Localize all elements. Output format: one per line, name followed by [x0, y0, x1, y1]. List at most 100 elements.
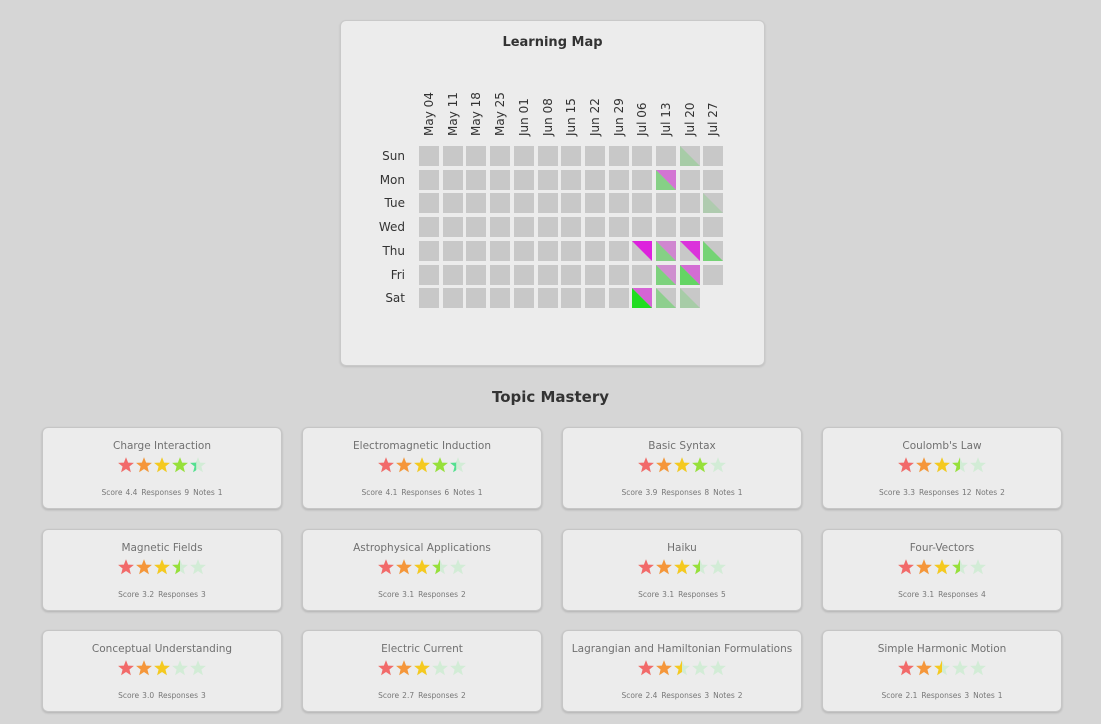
activity-cell[interactable] — [442, 193, 463, 214]
activity-cell[interactable] — [561, 169, 582, 190]
activity-cell[interactable] — [419, 193, 439, 214]
activity-cell[interactable] — [419, 240, 439, 261]
activity-cell[interactable] — [608, 240, 629, 261]
activity-cell[interactable] — [561, 217, 582, 238]
activity-cell[interactable] — [466, 169, 487, 190]
activity-cell[interactable] — [584, 288, 605, 309]
activity-cell[interactable] — [442, 217, 463, 238]
activity-cell[interactable] — [419, 146, 439, 166]
activity-cell[interactable] — [513, 217, 534, 238]
activity-cell[interactable] — [490, 240, 511, 261]
activity-cell[interactable] — [513, 193, 534, 214]
activity-cell[interactable] — [608, 264, 629, 285]
activity-cell[interactable] — [561, 240, 582, 261]
activity-cell[interactable] — [656, 169, 676, 190]
activity-cell[interactable] — [419, 264, 439, 285]
activity-cell[interactable] — [632, 193, 653, 214]
activity-cell[interactable] — [656, 288, 676, 309]
activity-cell[interactable] — [419, 169, 439, 190]
activity-cell[interactable] — [513, 240, 534, 261]
activity-cell[interactable] — [632, 240, 653, 261]
activity-cell[interactable] — [442, 240, 463, 261]
activity-cell[interactable] — [679, 193, 700, 214]
activity-cell[interactable] — [442, 288, 463, 309]
activity-cell[interactable] — [656, 240, 676, 261]
activity-cell[interactable] — [561, 146, 582, 166]
topic-card[interactable]: Magnetic Fields Score 3.2 Responses 3 — [42, 529, 282, 611]
activity-cell[interactable] — [466, 193, 487, 214]
activity-cell[interactable] — [537, 217, 558, 238]
topic-card[interactable]: Electromagnetic Induction Score 4.1 Respons… — [302, 427, 542, 509]
activity-cell[interactable] — [537, 288, 558, 309]
activity-cell[interactable] — [537, 169, 558, 190]
activity-cell[interactable] — [442, 264, 463, 285]
activity-cell[interactable] — [584, 193, 605, 214]
activity-cell[interactable] — [608, 217, 629, 238]
activity-cell[interactable] — [561, 288, 582, 309]
activity-cell[interactable] — [466, 264, 487, 285]
activity-cell[interactable] — [584, 264, 605, 285]
activity-cell[interactable] — [679, 169, 700, 190]
topic-card[interactable]: Charge Interaction Score 4.4 Responses 9 Note… — [42, 427, 282, 509]
topic-card[interactable]: Haiku Score 3.1 Responses 5 — [562, 529, 802, 611]
activity-cell[interactable] — [584, 169, 605, 190]
topic-card[interactable]: Lagrangian and Hamiltonian Formulations S… — [562, 630, 802, 712]
activity-cell[interactable] — [466, 240, 487, 261]
activity-cell[interactable] — [419, 288, 439, 309]
topic-card[interactable]: Four-Vectors Score 3.1 Responses 4 — [822, 529, 1062, 611]
activity-cell[interactable] — [490, 264, 511, 285]
activity-cell[interactable] — [679, 217, 700, 238]
activity-cell[interactable] — [537, 264, 558, 285]
activity-cell[interactable] — [656, 193, 676, 214]
activity-cell[interactable] — [632, 169, 653, 190]
activity-cell[interactable] — [679, 146, 700, 166]
activity-cell[interactable] — [466, 288, 487, 309]
activity-cell[interactable] — [442, 146, 463, 166]
topic-card[interactable]: Conceptual Understanding Score 3.0 Response… — [42, 630, 282, 712]
activity-cell[interactable] — [490, 288, 511, 309]
activity-cell[interactable] — [608, 146, 629, 166]
activity-cell[interactable] — [513, 169, 534, 190]
activity-cell[interactable] — [608, 193, 629, 214]
activity-cell[interactable] — [703, 264, 724, 285]
topic-card[interactable]: Basic Syntax Score 3.9 Responses 8 Notes 1 — [562, 427, 802, 509]
activity-cell[interactable] — [703, 217, 724, 238]
activity-cell[interactable] — [490, 146, 511, 166]
activity-cell[interactable] — [608, 288, 629, 309]
activity-cell[interactable] — [632, 264, 653, 285]
activity-cell[interactable] — [656, 146, 676, 166]
activity-cell[interactable] — [490, 193, 511, 214]
activity-cell[interactable] — [490, 217, 511, 238]
topic-card[interactable]: Simple Harmonic Motion Score 2.1 Responses 3… — [822, 630, 1062, 712]
activity-cell[interactable] — [703, 169, 724, 190]
activity-cell[interactable] — [513, 264, 534, 285]
activity-cell[interactable] — [584, 217, 605, 238]
activity-cell[interactable] — [466, 217, 487, 238]
activity-cell[interactable] — [632, 217, 653, 238]
activity-cell[interactable] — [632, 288, 653, 309]
activity-cell[interactable] — [679, 288, 700, 309]
activity-cell[interactable] — [656, 217, 676, 238]
topic-card[interactable]: Astrophysical Applications Score 3.1 Respon… — [302, 529, 542, 611]
activity-cell[interactable] — [561, 264, 582, 285]
activity-cell[interactable] — [513, 146, 534, 166]
activity-cell[interactable] — [703, 146, 724, 166]
activity-cell[interactable] — [656, 264, 676, 285]
activity-cell[interactable] — [537, 193, 558, 214]
activity-cell[interactable] — [490, 169, 511, 190]
topic-card[interactable]: Coulomb's Law Score 3.3 Responses 12 Notes 2 — [822, 427, 1062, 509]
activity-cell[interactable] — [419, 217, 439, 238]
activity-cell[interactable] — [632, 146, 653, 166]
activity-cell[interactable] — [703, 193, 724, 214]
activity-cell[interactable] — [442, 169, 463, 190]
activity-cell[interactable] — [703, 240, 724, 261]
activity-cell[interactable] — [584, 240, 605, 261]
activity-cell[interactable] — [679, 264, 700, 285]
activity-cell[interactable] — [679, 240, 700, 261]
activity-cell[interactable] — [537, 240, 558, 261]
activity-cell[interactable] — [537, 146, 558, 166]
topic-card[interactable]: Electric Current Score 2.7 Responses 2 — [302, 630, 542, 712]
activity-cell[interactable] — [584, 146, 605, 166]
activity-cell[interactable] — [466, 146, 487, 166]
activity-cell[interactable] — [608, 169, 629, 190]
